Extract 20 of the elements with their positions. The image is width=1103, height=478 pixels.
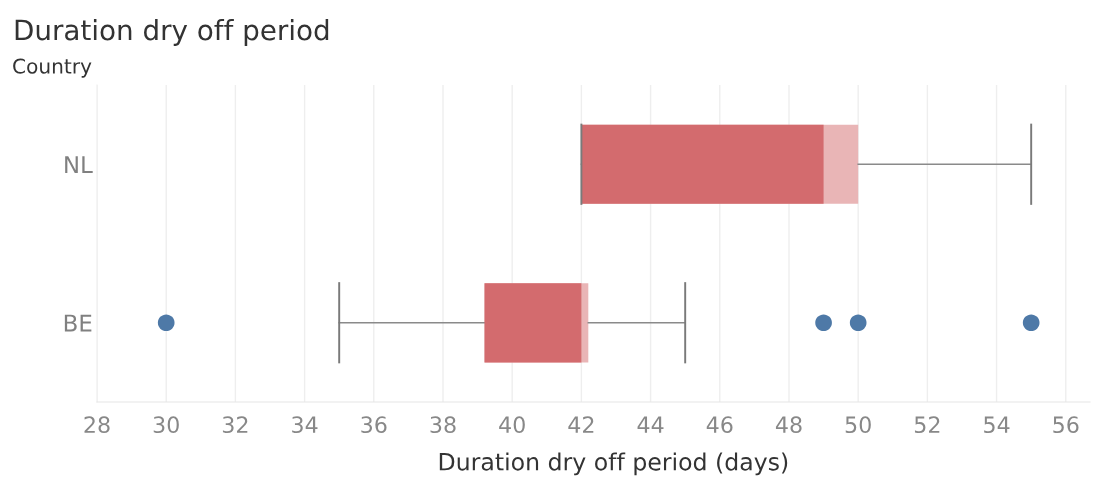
- x-tick-label: 48: [775, 416, 802, 434]
- x-tick-label: 40: [499, 416, 525, 434]
- y-tick-label: BE: [64, 314, 92, 332]
- x-tick-label: 50: [845, 416, 871, 434]
- y-tick-label: NL: [65, 156, 93, 173]
- x-tick-label: 32: [222, 416, 248, 434]
- chart-title: Duration dry off period: [15, 19, 329, 46]
- y-axis-title: Country: [13, 58, 92, 78]
- x-tick-label: 42: [568, 416, 594, 433]
- x-tick-label: 44: [637, 416, 664, 433]
- x-tick-label: 56: [1053, 416, 1079, 434]
- x-tick-label: 38: [430, 416, 456, 434]
- x-tick-label: 46: [706, 416, 733, 434]
- x-tick-label: 34: [292, 416, 318, 434]
- x-tick-label: 54: [984, 416, 1010, 434]
- x-tick-label: 30: [153, 416, 179, 434]
- x-tick-label: 28: [84, 416, 110, 434]
- x-tick-label: 36: [361, 416, 387, 434]
- x-axis-title: Duration dry off period (days): [439, 452, 788, 476]
- x-tick-label: 52: [914, 416, 940, 434]
